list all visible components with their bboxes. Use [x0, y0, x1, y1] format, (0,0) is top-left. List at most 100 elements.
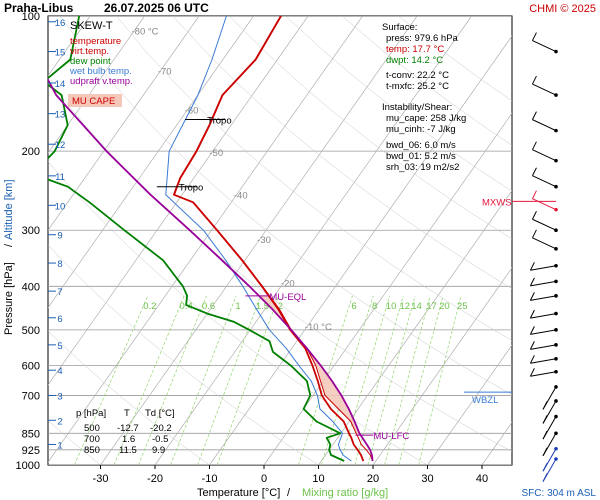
temperature-tick-label: 40 — [476, 473, 488, 485]
wind-barb-dot — [554, 49, 558, 54]
surface-press: press: 979.6 hPa — [386, 33, 459, 44]
wind-barb-flag — [531, 75, 537, 85]
wind-barb-flag — [529, 341, 535, 350]
altitude-tick-label: 12 — [55, 140, 66, 151]
mixing-ratio-label: 17 — [426, 301, 437, 312]
legend: SKEW-T temperature virt.temp. dew point … — [68, 20, 133, 107]
mixing-ratio-line — [138, 295, 207, 465]
level-table-header-t: T — [124, 408, 130, 419]
isotherm-label: -80 °C — [132, 27, 159, 38]
wind-barb-shaft — [530, 265, 557, 271]
isotherm-label: -50 — [209, 148, 223, 159]
wind-barb-shaft — [532, 119, 557, 132]
datetime-title: 26.07.2025 06 UTC — [104, 1, 209, 15]
wind-barb-shaft — [530, 295, 557, 301]
mixing-ratio-label: 0.2 — [143, 301, 156, 312]
level-table-cell: 700 — [84, 434, 100, 445]
level-table-header-p: p [hPa] — [76, 408, 106, 419]
isotherm-label: -10 °C — [305, 322, 332, 333]
isotherm-line — [209, 35, 512, 465]
mu-cape-badge — [68, 94, 122, 107]
wind-barb-flag — [531, 167, 537, 176]
series-line-udpraft — [48, 77, 374, 462]
wind-barb-shaft — [530, 329, 557, 335]
chart-title: SKEW-T — [70, 20, 113, 32]
mu-cape-label: MU CAPE — [72, 96, 115, 107]
wind-barb-dot — [554, 414, 558, 419]
level-table: p [hPa] T Td [°C] 500 -12.7 -20.2 700 1.… — [76, 408, 175, 456]
mixing-ratio-line — [197, 295, 261, 465]
level-table-cell: -0.5 — [152, 434, 168, 445]
sfc-label: SFC: 304 m ASL — [522, 488, 597, 499]
mixing-ratio-label: 25 — [457, 301, 468, 312]
mixing-ratio-line — [398, 295, 444, 465]
temperature-tick-label: 30 — [421, 473, 433, 485]
instability-bwd-06: bwd_06: 6.0 m/s — [386, 140, 456, 151]
level-table-cell: 1.6 — [122, 434, 135, 445]
altitude-tick-label: 3 — [57, 391, 62, 402]
altitude-tick-label: 10 — [55, 201, 66, 212]
wind-barb-shaft — [530, 358, 557, 364]
wind-barb-flag — [531, 111, 537, 120]
wind-barb-dot — [554, 399, 558, 403]
wind-barb-flag — [529, 262, 535, 271]
temperature-tick-label: 10 — [312, 473, 324, 485]
altitude-tick-label: 11 — [55, 172, 65, 183]
tropopause-label: Tropo — [179, 183, 203, 194]
wind-barb-flag — [529, 277, 535, 287]
wind-barb-dot — [554, 457, 558, 461]
x-axis-label-secondary: Mixing ratio [g/kg] — [302, 487, 388, 499]
wind-barb-flag — [529, 309, 535, 319]
wind-barb-shaft — [532, 83, 557, 96]
isotherm-line — [427, 344, 512, 465]
pressure-tick-label: 700 — [22, 390, 40, 402]
cape-fill — [258, 295, 361, 436]
dry-adiabat-line — [172, 16, 512, 289]
wind-barb-flag — [529, 292, 535, 301]
isotherm-line — [318, 189, 512, 465]
dry-adiabat-line — [48, 244, 319, 465]
station-title: Praha-Libus — [4, 1, 74, 15]
temperature-tick-label: 0 — [261, 473, 267, 485]
altitude-tick-label: 6 — [57, 314, 62, 325]
instability-bwd-01: bwd_01: 5.2 m/s — [386, 151, 456, 162]
mixing-ratio-line — [384, 295, 431, 465]
mixing-ratio-line — [418, 295, 462, 465]
wind-barb-shaft — [532, 149, 557, 162]
level-table-cell: 11.5 — [119, 445, 137, 456]
wind-barb-flag — [531, 229, 537, 239]
wind-barb-flag — [542, 401, 548, 410]
mixing-ratio-label: 1 — [235, 301, 240, 312]
isotherm-line — [154, 16, 472, 465]
pressure-tick-label: 500 — [22, 325, 40, 337]
level-annotations: Tropo Tropo MU-EQL MU-LFC MXWS WBZL — [156, 115, 556, 442]
isotherm-line — [263, 112, 512, 465]
mixing-ratio-label: 1.5 — [256, 301, 269, 312]
mixing-ratio-line — [320, 295, 374, 465]
wind-barb-shaft — [532, 175, 557, 188]
wind-barb-dot — [554, 446, 558, 451]
temperature-tick-label: -30 — [93, 473, 109, 485]
mixing-ratio-label: 12 — [399, 301, 410, 312]
y-axis-label-right: Altitude [km] — [3, 179, 15, 240]
legend-wet-bulb: wet bulb temp. — [69, 66, 132, 77]
wind-barb-dot — [554, 385, 558, 389]
pressure-tick-label: 1000 — [16, 460, 40, 472]
altitude-tick-label: 9 — [57, 231, 62, 242]
wind-barb-dot — [554, 263, 558, 268]
dry-adiabat-line — [48, 330, 210, 465]
cape-area — [258, 295, 361, 436]
wind-barb-shaft — [530, 371, 557, 377]
mixing-ratio-label: 10 — [386, 301, 397, 312]
wind-barb-dot — [554, 369, 558, 374]
pressure-tick-label: 100 — [22, 11, 40, 23]
x-axis-separator: / — [287, 487, 291, 499]
level-table-cell: 850 — [84, 445, 100, 456]
pressure-tick-label: 300 — [22, 225, 40, 237]
wind-barb-flag — [542, 463, 548, 472]
dry-adiabat-line — [116, 16, 512, 341]
isotherm-line — [100, 16, 418, 465]
surface-tconv: t-conv: 22.2 °C — [386, 70, 449, 81]
isotherm-label: -60 — [185, 106, 199, 117]
isotherm-label: -40 — [234, 191, 248, 202]
